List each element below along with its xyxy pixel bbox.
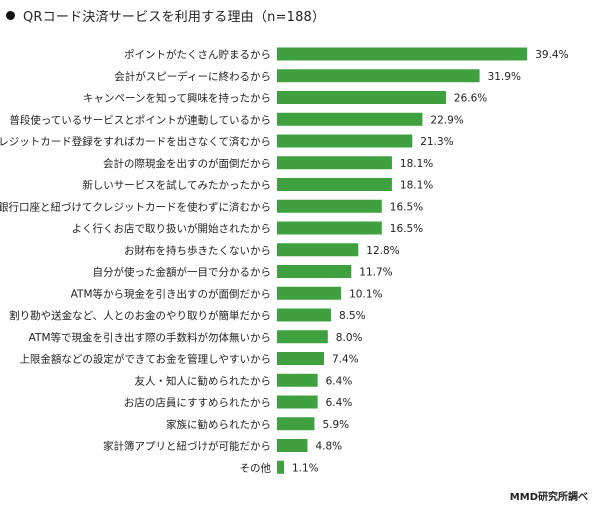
value-label: 22.9%: [430, 114, 463, 126]
category-label: ポイントがたくさん貯まるから: [124, 48, 271, 61]
value-label: 1.1%: [292, 462, 319, 474]
title-bullet-icon: [6, 10, 15, 20]
bar: [277, 199, 382, 213]
bar: [277, 69, 480, 83]
category-label: 家計簿アプリと紐づけが可能だから: [103, 440, 271, 453]
bar: [277, 352, 324, 365]
value-label: 21.3%: [420, 136, 453, 148]
chart-title-row: QRコード決済サービスを利用する理由（n=188）: [6, 4, 325, 26]
bar: [277, 265, 352, 278]
value-label: 10.1%: [349, 288, 382, 300]
source-credit: MMD研究所調べ: [509, 492, 588, 503]
bar: [277, 330, 328, 344]
category-label: 自分が使った金額が一目で分かるから: [93, 266, 272, 279]
value-label: 6.4%: [326, 397, 353, 409]
bar: [277, 417, 315, 431]
bar: [277, 286, 342, 300]
category-label: その他: [240, 461, 272, 474]
category-label: 会計の際現金を出すのが面倒だから: [103, 157, 271, 170]
value-label: 7.4%: [332, 354, 359, 366]
category-label: よく行くお店で取り扱いが開始されたから: [72, 222, 272, 235]
bar: [277, 243, 359, 257]
value-label: 26.6%: [454, 93, 487, 105]
value-label: 5.9%: [322, 419, 349, 431]
category-label: 普段使っているサービスとポイントが連動しているから: [9, 113, 271, 126]
category-label: ATM等から現金を引き出すのが面倒だから: [71, 287, 271, 300]
category-label: 会計がスピーディーに終わるから: [114, 70, 271, 83]
bar: [277, 221, 382, 235]
value-label: 16.5%: [390, 201, 423, 213]
value-label: 39.4%: [535, 49, 568, 61]
value-label: 11.7%: [359, 267, 392, 279]
bar: [277, 47, 528, 61]
category-label: 割り勘や送金など、人とのお金のやり取りが簡単だから: [9, 309, 271, 322]
bar: [277, 178, 392, 191]
value-label: 12.8%: [366, 245, 399, 257]
value-label: 16.5%: [390, 223, 423, 235]
value-label: 18.1%: [400, 158, 433, 170]
bar: [277, 156, 392, 170]
chart-title: QRコード決済サービスを利用する理由（n=188）: [23, 9, 326, 25]
category-label: 銀行口座と紐づけてクレジットカードを使わずに済むから: [0, 200, 271, 213]
bar: [277, 134, 413, 148]
category-label: ATM等で現金を引き出す際の手数料が勿体無いから: [29, 331, 271, 344]
bar: [277, 112, 423, 126]
bar: [277, 439, 308, 452]
bars-layer: ポイントがたくさん貯まるから 39.4% 会計がスピーディーに終わるから 31.9% キ…: [0, 47, 569, 474]
bar: [277, 373, 318, 387]
category-label: 家族に勧められたから: [166, 418, 271, 431]
bar: [277, 395, 318, 409]
value-label: 6.4%: [326, 375, 353, 387]
value-label: 18.1%: [400, 180, 433, 192]
bar: [277, 460, 284, 474]
category-label: お店の店員にすすめられたから: [124, 396, 271, 409]
category-label: キャンペーンを知って興味を持ったから: [83, 92, 271, 105]
bar: [277, 91, 446, 104]
value-label: 8.0%: [336, 332, 363, 344]
value-label: 8.5%: [339, 310, 366, 322]
bar: [277, 308, 331, 322]
value-label: 31.9%: [488, 71, 521, 83]
category-label: 友人・知人に勧められたから: [135, 374, 272, 387]
category-label: 新しいサービスを試してみたかったから: [82, 179, 271, 192]
value-label: 4.8%: [315, 441, 342, 453]
category-label: 上限金額などの設定ができてお金を管理しやすいから: [19, 353, 271, 366]
category-label: お財布を持ち歩きたくないから: [124, 244, 271, 257]
category-label: クレジットカード登録をすればカードを出さなくて済むから: [0, 135, 271, 148]
